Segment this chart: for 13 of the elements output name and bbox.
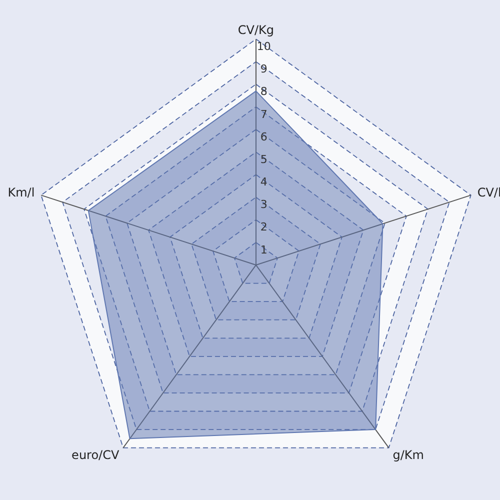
y-tick-label: 2: [260, 220, 268, 234]
spoke-label: g/Km: [392, 448, 424, 462]
spoke-label: CV/l: [477, 185, 500, 200]
y-tick-label: 5: [260, 152, 268, 166]
y-tick-label: 1: [260, 243, 268, 256]
y-tick-label: 4: [260, 176, 268, 189]
spoke-label: euro/CV: [72, 448, 120, 462]
y-tick-label: 10: [256, 40, 271, 53]
y-tick-label: 3: [260, 198, 268, 212]
y-tick-label: 7: [260, 108, 268, 121]
spoke-label: Km/l: [8, 185, 35, 200]
y-tick-label: 6: [260, 130, 268, 144]
spoke-label: CV/Kg: [238, 23, 274, 38]
